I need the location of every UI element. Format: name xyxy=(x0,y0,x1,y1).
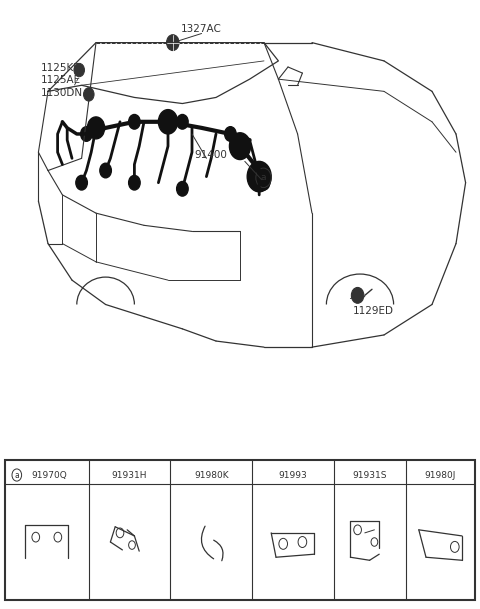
Circle shape xyxy=(351,287,364,303)
Circle shape xyxy=(158,110,178,134)
Circle shape xyxy=(81,127,92,141)
Circle shape xyxy=(129,175,140,190)
Circle shape xyxy=(167,35,179,51)
Text: 91400: 91400 xyxy=(195,150,228,160)
Text: 1129ED: 1129ED xyxy=(353,306,394,315)
Circle shape xyxy=(74,63,84,77)
Text: 91993: 91993 xyxy=(278,471,307,479)
Circle shape xyxy=(84,88,94,101)
Text: 91931H: 91931H xyxy=(112,471,147,479)
Circle shape xyxy=(177,114,188,129)
Text: 91970Q: 91970Q xyxy=(31,471,67,479)
Circle shape xyxy=(87,117,105,139)
Text: 1125KD: 1125KD xyxy=(41,63,82,73)
Circle shape xyxy=(76,175,87,190)
Text: 91931S: 91931S xyxy=(352,471,387,479)
Circle shape xyxy=(177,181,188,196)
Bar xyxy=(5,460,475,600)
Circle shape xyxy=(225,127,236,141)
Text: 1327AC: 1327AC xyxy=(181,24,222,34)
Text: 1125AE: 1125AE xyxy=(41,76,81,85)
Circle shape xyxy=(229,133,251,160)
Text: 91980J: 91980J xyxy=(425,471,456,479)
Circle shape xyxy=(100,163,111,178)
Circle shape xyxy=(129,114,140,129)
Circle shape xyxy=(258,175,270,190)
Text: 91980K: 91980K xyxy=(194,471,228,479)
Text: a: a xyxy=(14,471,19,479)
Text: a: a xyxy=(261,174,266,182)
Text: 1130DN: 1130DN xyxy=(41,88,83,97)
Circle shape xyxy=(247,161,271,192)
